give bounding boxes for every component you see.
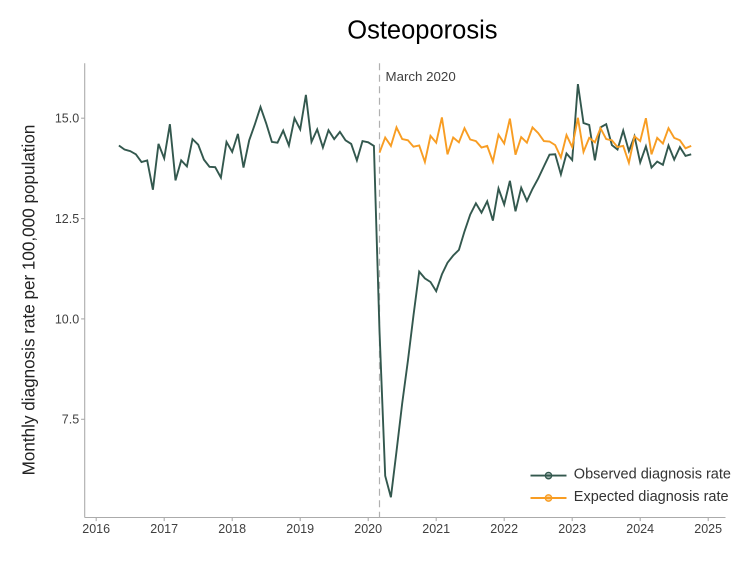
svg-text:Monthly diagnosis rate per 100: Monthly diagnosis rate per 100,000 popul… xyxy=(20,125,39,476)
svg-text:Observed diagnosis rate: Observed diagnosis rate xyxy=(574,467,731,483)
svg-text:2023: 2023 xyxy=(558,522,586,536)
svg-text:2025: 2025 xyxy=(694,522,722,536)
svg-text:15.0: 15.0 xyxy=(55,112,79,126)
svg-text:2016: 2016 xyxy=(82,522,110,536)
svg-text:10.0: 10.0 xyxy=(55,312,79,326)
svg-text:7.5: 7.5 xyxy=(62,413,79,427)
svg-text:March 2020: March 2020 xyxy=(386,69,456,84)
svg-text:12.5: 12.5 xyxy=(55,212,79,226)
svg-text:Expected diagnosis rate: Expected diagnosis rate xyxy=(574,489,729,505)
svg-text:2018: 2018 xyxy=(218,522,246,536)
svg-text:2017: 2017 xyxy=(150,522,178,536)
svg-text:2020: 2020 xyxy=(354,522,382,536)
svg-text:2022: 2022 xyxy=(490,522,518,536)
svg-text:2024: 2024 xyxy=(626,522,654,536)
svg-text:Osteoporosis: Osteoporosis xyxy=(347,17,497,45)
svg-text:2021: 2021 xyxy=(422,522,450,536)
svg-text:2019: 2019 xyxy=(286,522,314,536)
